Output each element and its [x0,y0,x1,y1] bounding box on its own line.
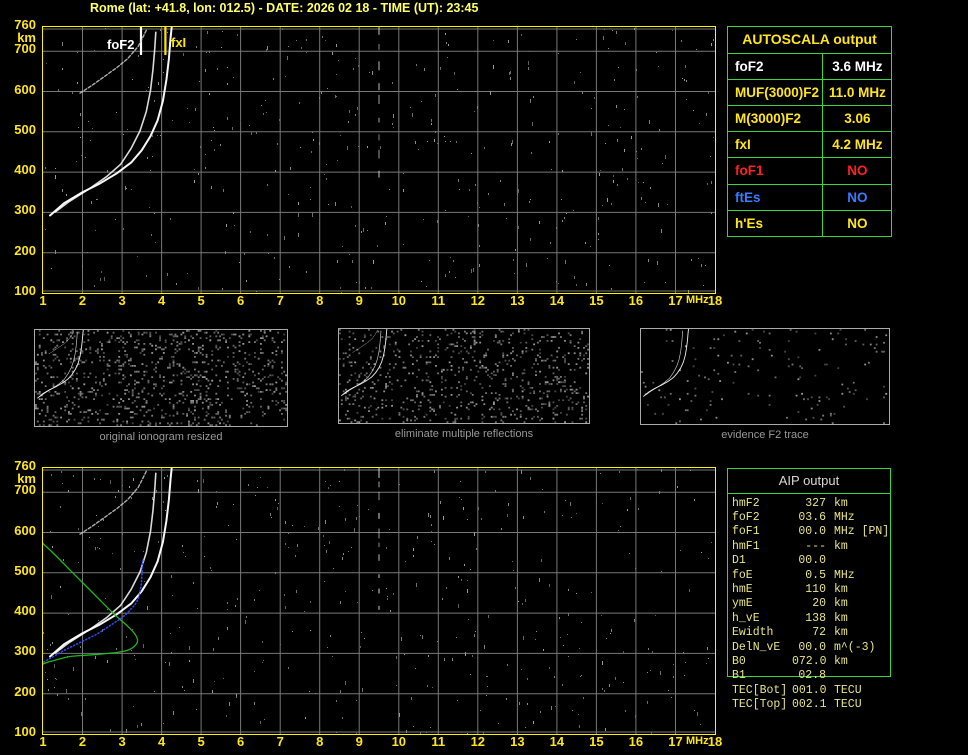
svg-text:foF2: foF2 [107,37,134,52]
svg-text:fxI: fxI [171,35,186,50]
